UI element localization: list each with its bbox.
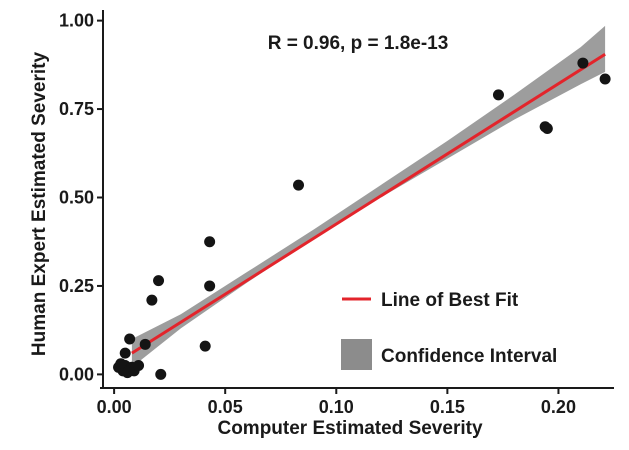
data-point-15 <box>199 340 211 352</box>
data-point-22 <box>577 57 589 69</box>
y-tick-label-2: 0.50 <box>59 188 94 208</box>
data-point-23 <box>599 73 611 85</box>
data-point-10 <box>124 333 136 345</box>
x-tick-label-3: 0.15 <box>430 397 465 417</box>
legend-label-confidence: Confidence Interval <box>381 346 557 367</box>
correlation-annotation: R = 0.96, p = 1.8e-13 <box>268 33 449 54</box>
x-axis-title: Computer Estimated Severity <box>217 418 482 439</box>
x-tick-label-4: 0.20 <box>541 397 576 417</box>
data-point-21 <box>541 123 553 135</box>
y-tick-label-4: 1.00 <box>59 11 94 31</box>
data-point-11 <box>139 338 151 350</box>
data-point-17 <box>204 236 216 248</box>
data-point-9 <box>119 347 131 359</box>
best-fit-line <box>131 52 606 355</box>
confidence-band <box>131 25 606 368</box>
fit-line-layer <box>131 52 606 355</box>
data-point-8 <box>133 360 145 372</box>
data-point-12 <box>146 294 158 306</box>
x-tick-label-0: 0.00 <box>97 397 132 417</box>
x-tick-label-1: 0.05 <box>208 397 243 417</box>
y-tick-label-1: 0.25 <box>59 276 94 296</box>
data-point-19 <box>492 89 504 101</box>
x-tick-label-2: 0.10 <box>319 397 354 417</box>
axes: 0.00 0.05 0.10 0.15 0.20 0.00 0.25 0.50 0.75 1.00 <box>59 10 614 417</box>
legend-band-swatch <box>341 339 372 370</box>
y-axis-title: Human Expert Estimated Severity <box>29 52 50 357</box>
y-tick-label-0: 0.00 <box>59 364 94 384</box>
data-point-16 <box>204 280 216 292</box>
data-point-13 <box>155 368 167 380</box>
legend: Line of Best Fit Confidence Interval <box>341 290 557 370</box>
confidence-band-layer <box>131 25 606 368</box>
legend-label-fit-line: Line of Best Fit <box>381 290 519 311</box>
y-tick-label-3: 0.75 <box>59 99 94 119</box>
data-points-layer <box>113 57 611 380</box>
data-point-14 <box>153 275 165 287</box>
data-point-18 <box>293 179 305 191</box>
